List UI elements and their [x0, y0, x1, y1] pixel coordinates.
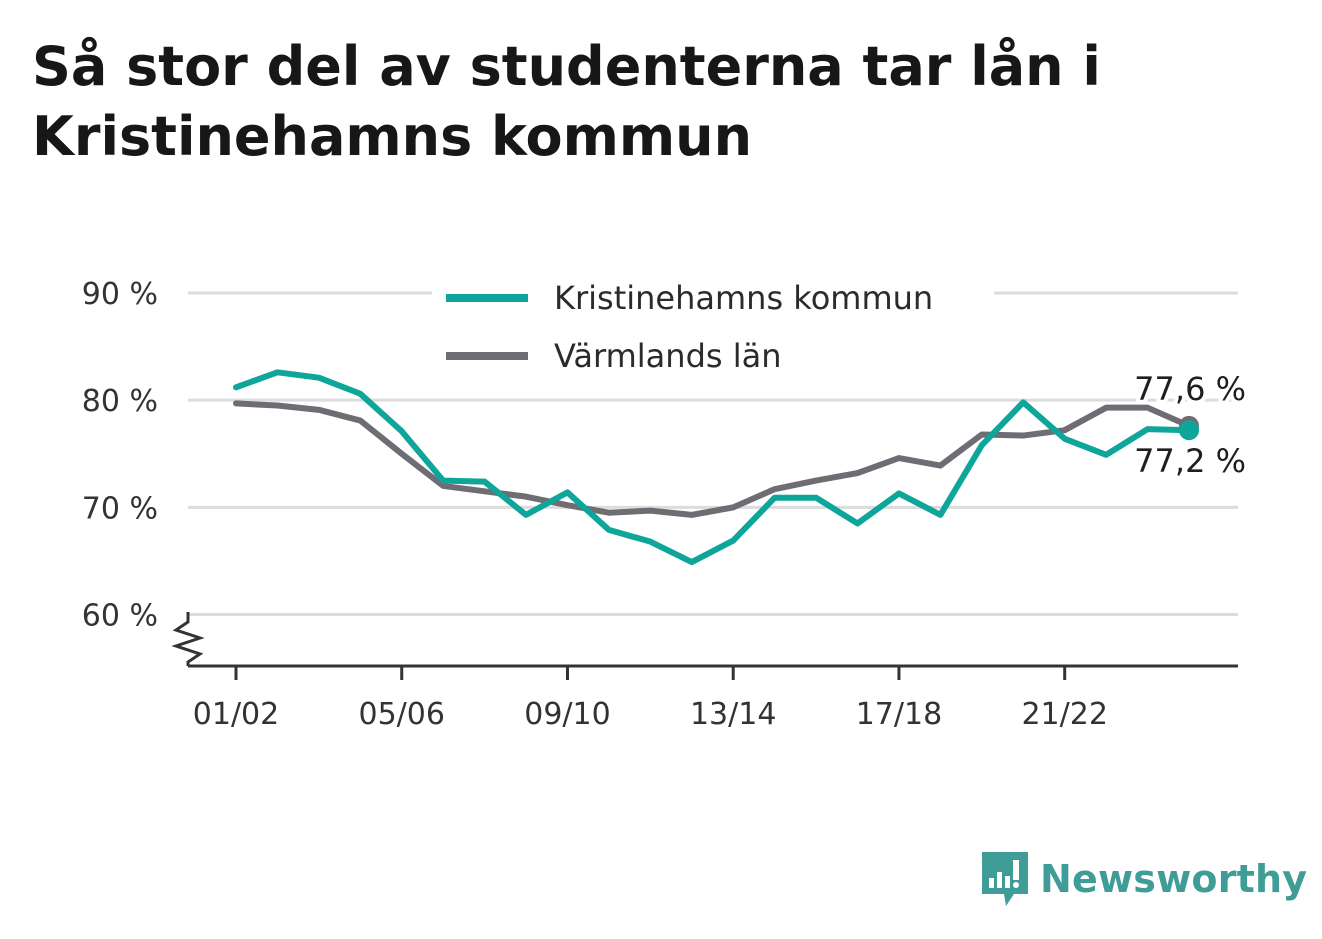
axes: 60 % 70 % 80 % 90 % 01/02 05/06 09/10 13/14 17/1… [82, 277, 1238, 732]
end-labels: 77,6 % 77,2 % [1130, 366, 1250, 484]
brand-name: Newsworthy [1040, 857, 1308, 901]
legend-label: Värmlands län [554, 337, 782, 375]
series-line [233, 400, 1192, 518]
series-end-point [1179, 420, 1199, 441]
x-tick-label: 13/14 [690, 697, 776, 732]
x-tick-label: 21/22 [1021, 697, 1107, 732]
y-tick-label: 70 % [82, 491, 158, 526]
brand: Newsworthy [980, 848, 1307, 910]
x-tick-label: 09/10 [524, 697, 610, 732]
newsworthy-logo-icon [982, 852, 1028, 906]
end-value-label: 77,6 % [1134, 370, 1246, 408]
chart-title: Så stor del av studenterna tar lån i Kri… [32, 35, 1101, 168]
series [233, 369, 1199, 566]
axis-break-icon [171, 612, 205, 666]
series-line [233, 369, 1192, 566]
x-tick-label: 01/02 [193, 697, 279, 732]
legend-background [432, 272, 994, 380]
x-tick-label: 17/18 [856, 697, 942, 732]
y-tick-label: 60 % [82, 599, 158, 634]
y-tick-label: 90 % [82, 277, 158, 312]
y-tick-label: 80 % [82, 384, 158, 419]
legend: Kristinehamns kommun Värmlands län [432, 272, 994, 380]
end-value-label: 77,2 % [1134, 442, 1246, 480]
legend-label: Kristinehamns kommun [554, 279, 933, 317]
x-tick-label: 05/06 [359, 697, 445, 732]
